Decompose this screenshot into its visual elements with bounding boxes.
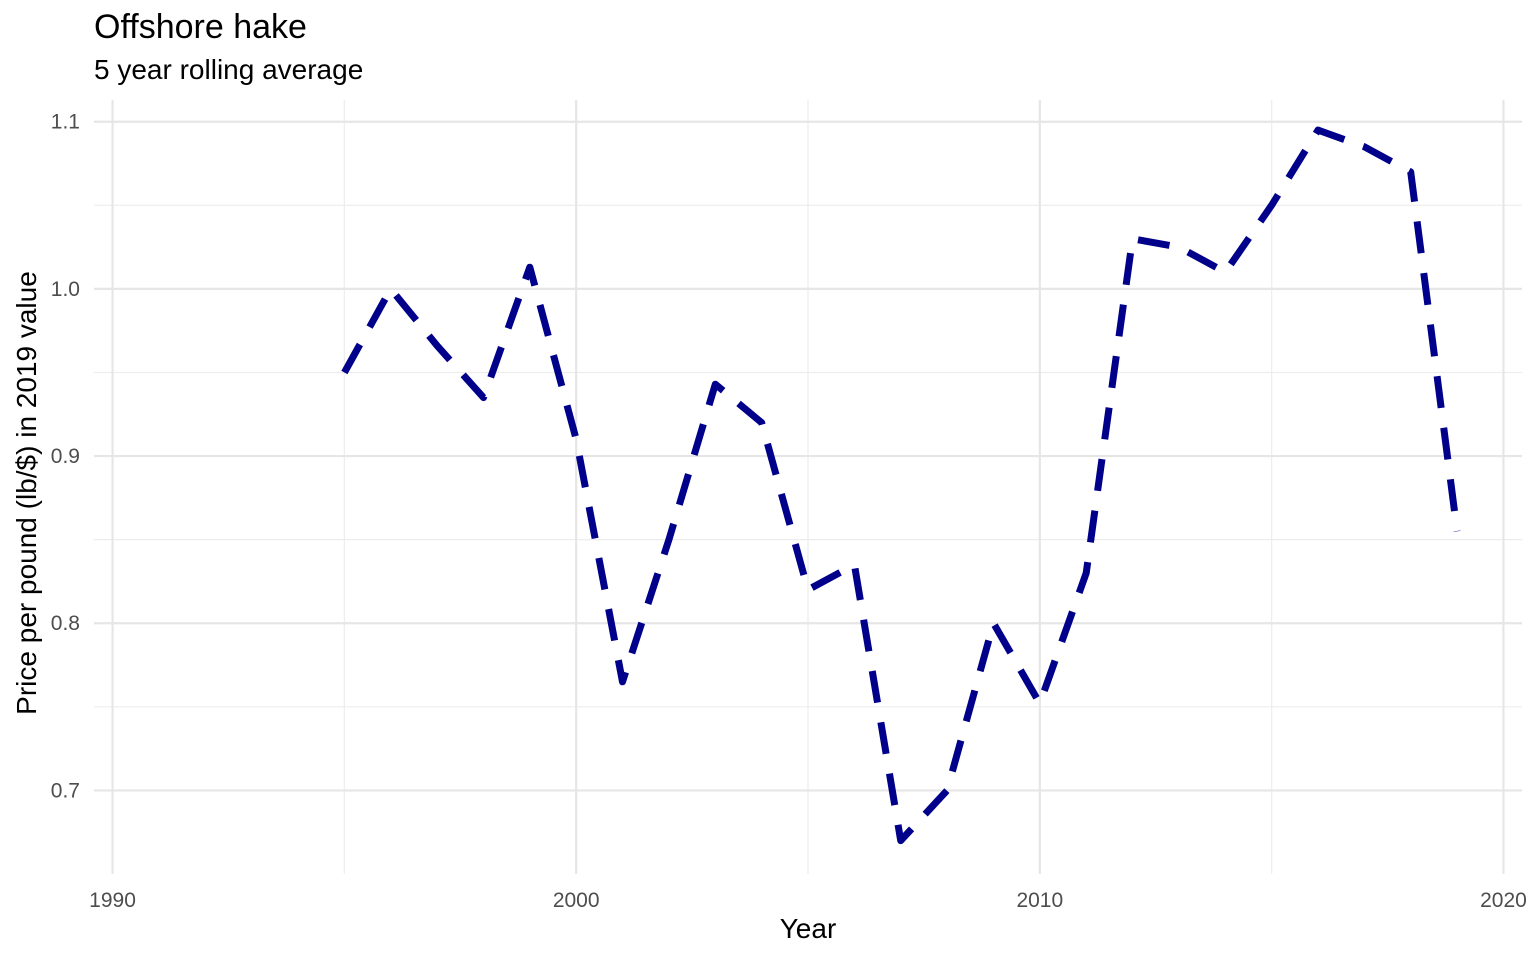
y-tick-label: 0.8 [51,612,80,635]
x-tick-label: 2000 [553,889,600,912]
x-tick-label: 2020 [1480,889,1527,912]
y-tick-labels: 0.7 0.8 0.9 1.0 1.1 [51,111,80,803]
y-tick-label: 0.7 [51,779,80,802]
x-tick-label: 2010 [1016,889,1063,912]
x-axis-title: Year [780,913,837,944]
y-tick-label: 1.0 [51,278,80,301]
series-line [341,126,1461,845]
x-tick-labels: 1990 2000 2010 2020 [89,889,1527,912]
x-tick-label: 1990 [89,889,136,912]
y-tick-label: 0.9 [51,445,80,468]
y-tick-label: 1.1 [51,111,80,134]
series-group [341,126,1461,845]
y-axis-title: Price per pound (lb/$) in 2019 value [11,271,42,715]
chart-subtitle: 5 year rolling average [94,54,364,85]
major-gridlines [94,100,1522,874]
chart-title: Offshore hake [94,8,307,46]
minor-gridlines [94,100,1522,874]
